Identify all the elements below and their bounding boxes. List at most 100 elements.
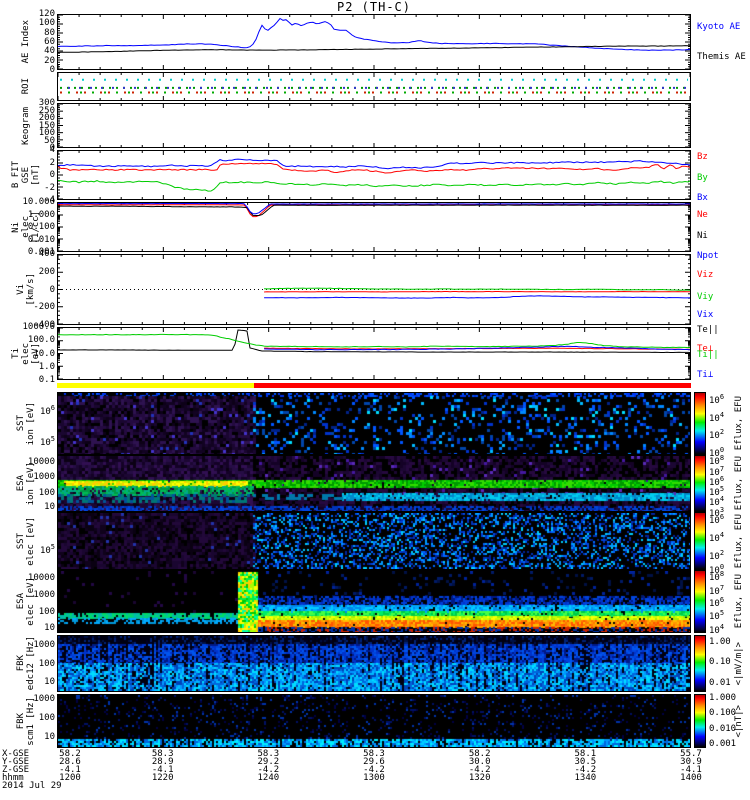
esa-ion-colorbar-tick: 103	[709, 505, 725, 519]
ti-ytick: 1.0	[38, 361, 55, 372]
esa-elec-colorbar-unit: Eflux, EFU	[734, 570, 744, 633]
ni-axis-label-line: elec	[21, 216, 31, 238]
axis-value-z-1240: -4.2	[257, 765, 280, 775]
esa-elec-axis-label-line: elec [eV]	[26, 577, 36, 626]
sst-ion-colorbar-tick: 104	[709, 410, 725, 424]
ae-ytick: 120	[38, 9, 55, 19]
vi-series-label-viz: Viz	[697, 269, 714, 280]
axis-date: 2014 Jul 29	[2, 781, 62, 791]
fbk-b-panel	[57, 694, 691, 748]
fbk-e-colorbar	[694, 635, 706, 692]
keogram-ytick: 300	[38, 98, 55, 108]
esa-ion-colorbar-unit-text: Eflux, EFU	[734, 456, 744, 511]
ti-axis-label-line: [eV]	[31, 342, 41, 365]
keogram-ytick: 100	[38, 128, 55, 138]
esa-ion-colorbar-unit: Eflux, EFU	[734, 455, 744, 512]
esa-elec-colorbar-tick: 106	[709, 596, 725, 610]
fbk-e-ytick: 1000	[33, 640, 55, 651]
vi-ytick: 0	[49, 284, 55, 295]
fbk-e-colorbar-tick: 0.10	[709, 657, 731, 668]
bfit-axis-label-line: GSE	[21, 166, 31, 184]
ti-ytick: 10.0	[33, 348, 55, 359]
axis-value-z-1300: -4.2	[363, 765, 385, 775]
axis-row-label-z: Z-GSE	[2, 765, 30, 775]
esa-ion-colorbar	[694, 455, 706, 512]
ti-series-label-te: Te||	[697, 325, 719, 335]
axis-value-x-1240: 58.3	[257, 749, 280, 759]
sst-elec-colorbar-tick: 102	[709, 548, 725, 562]
ni-series-label-npot: Npot	[697, 251, 719, 261]
bfit-ytick: -2	[44, 182, 55, 193]
keogram-ytick: 250	[38, 105, 55, 116]
axis-value-hhmm-1320: 1320	[468, 773, 491, 783]
ae-ytick: 100	[38, 18, 55, 29]
ti-series-label-ti: Ti⊥	[697, 370, 714, 381]
axis-value-z-1200: -4.1	[59, 765, 81, 775]
esa-elec-axis-label: ESA elec [eV]	[6, 570, 46, 633]
roi-axis-label: ROI	[6, 72, 46, 101]
axis-value-y-1340: 30.5	[574, 757, 597, 767]
keogram-ytick: 150	[38, 120, 55, 131]
vi-panel	[57, 254, 691, 325]
ae-ytick: 80	[44, 27, 55, 38]
ni-series-label-ne: Ne	[697, 210, 708, 220]
bfit-series-label-by: By	[697, 173, 708, 183]
ae-ytick: 40	[44, 46, 55, 57]
sst-elec-axis-label: SST elec [eV]	[6, 512, 46, 570]
sst-elec-axis-label-line: SST	[16, 532, 26, 550]
ae-ytick: 0	[49, 65, 55, 75]
fbk-b-axis-label-line: FBK	[16, 712, 26, 730]
axis-value-hhmm-1340: 1340	[574, 773, 597, 783]
esa-ion-colorbar-tick: 108	[709, 454, 725, 468]
fbk-e-ytick: 10	[44, 676, 55, 687]
bfit-ytick: 2	[49, 157, 55, 168]
ti-axis-label-line: elec	[21, 342, 31, 365]
sst-elec-colorbar-unit-text: Eflux, EFU	[734, 513, 744, 569]
ae-panel	[57, 14, 691, 70]
ni-ytick: 0.001	[27, 247, 55, 257]
fbk-b-axis-label-line: scm1 [Hz]	[26, 696, 36, 746]
sst-ion-panel	[57, 392, 691, 455]
ni-series-label-ni: Ni	[697, 231, 708, 241]
modebar-segment-0	[57, 383, 254, 388]
axis-value-x-1400: 55.7	[680, 749, 702, 759]
axis-value-x-1220: 58.3	[151, 749, 174, 759]
sst-elec-ytick: 105	[39, 542, 55, 556]
keogram-axis-label-line: Keogram	[21, 106, 31, 145]
esa-elec-colorbar-tick: 105	[709, 609, 725, 623]
vi-series-label-vix: Vix	[697, 310, 714, 321]
vi-ytick: -400	[33, 320, 55, 330]
axis-value-z-1220: -4.1	[151, 765, 174, 775]
axis-value-hhmm-1220: 1220	[151, 773, 174, 783]
axis-value-z-1320: -4.2	[468, 765, 491, 775]
sst-ion-ytick: 105	[39, 435, 55, 449]
sst-ion-spectrogram	[58, 393, 690, 454]
sst-elec-colorbar-tick: 104	[709, 531, 725, 545]
keogram-ytick: 50	[44, 135, 55, 146]
sst-elec-colorbar	[694, 512, 706, 570]
bfit-axis-label: B FIT GSE [nT]	[6, 150, 46, 200]
vi-axis-label-line: [km/s]	[26, 273, 36, 306]
axis-value-x-1300: 58.3	[363, 749, 385, 759]
ti-ytick: 100.0	[27, 335, 55, 346]
sst-elec-panel	[57, 512, 691, 570]
fbk-e-axis-label: FBK edc12 [Hz]	[6, 635, 46, 692]
vi-axis-label-line: Vi	[16, 284, 26, 295]
esa-ion-ytick: 100	[38, 487, 55, 498]
ti-ytick: 0.1	[38, 375, 55, 385]
sst-elec-colorbar-tick: 100	[709, 563, 725, 577]
vi-series-label-viy: Viy	[697, 291, 714, 302]
fbk-b-colorbar-tick: 1.000	[709, 693, 737, 704]
fbk-b-ytick: 10	[44, 732, 55, 743]
fbk-b-colorbar-tick: 0.100	[709, 708, 737, 719]
axis-value-y-1220: 28.9	[151, 757, 174, 767]
esa-elec-colorbar-tick: 107	[709, 583, 725, 597]
esa-ion-colorbar-tick: 105	[709, 485, 725, 499]
axis-row-label-hhmm: hhmm	[2, 773, 24, 783]
ae-axis-label-line: AE Index	[21, 20, 31, 64]
fbk-e-colorbar-unit-text: <|mV/m|>	[734, 641, 744, 686]
esa-ion-axis-label-line: ion [eV]	[26, 461, 36, 506]
keogram-axis-label: Keogram	[6, 103, 46, 148]
sst-ion-axis-label: SST ion [eV]	[6, 392, 46, 455]
sst-elec-axis-label-line: elec [eV]	[26, 516, 36, 566]
